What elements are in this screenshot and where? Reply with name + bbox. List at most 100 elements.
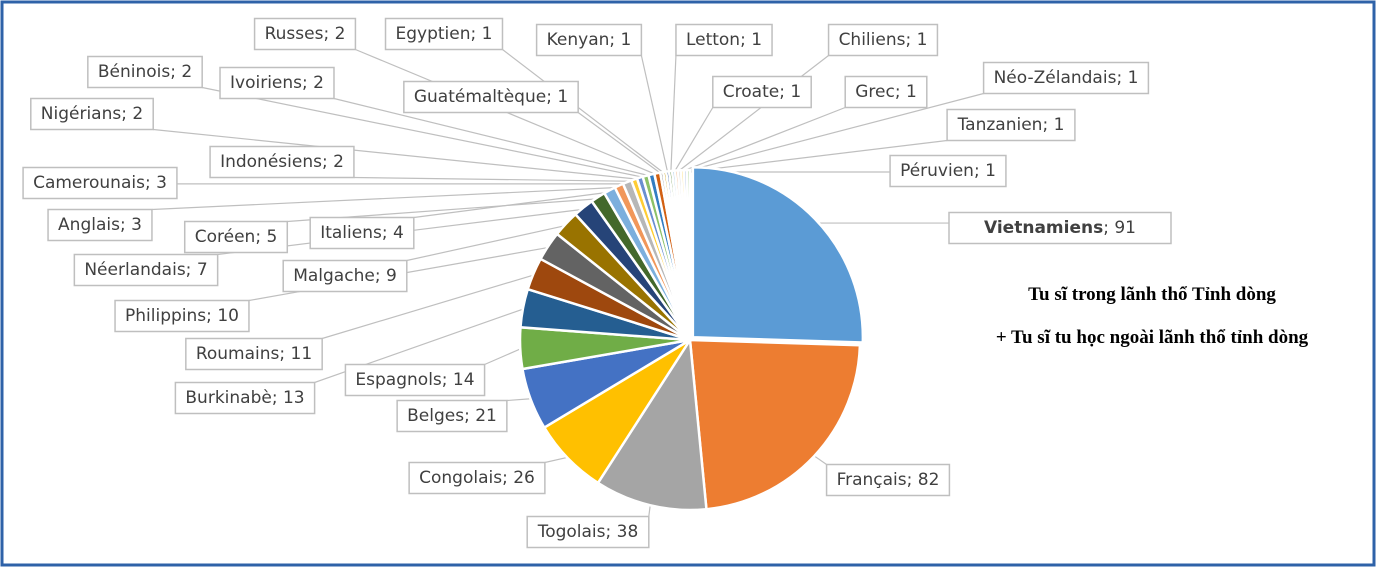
label-separator: ; — [145, 173, 156, 193]
data-label: Egyptien; 1 — [396, 24, 493, 44]
label-value: 5 — [266, 227, 277, 247]
data-label: Espagnols; 14 — [355, 370, 474, 390]
label-category: Congolais — [419, 468, 502, 488]
label-value: 1 — [482, 24, 493, 44]
leader-line — [640, 55, 669, 174]
label-separator: ; — [120, 215, 131, 235]
label-box — [946, 108, 1076, 142]
label-separator: ; — [272, 388, 283, 408]
data-label: Croate; 1 — [723, 82, 801, 102]
data-label: Letton; 1 — [686, 30, 762, 50]
label-separator: ; — [206, 306, 217, 326]
label-box — [384, 17, 504, 51]
data-label: Camerounais; 3 — [33, 173, 167, 193]
leader-line — [506, 398, 533, 402]
data-label: Burkinabè; 13 — [185, 388, 304, 408]
label-box — [712, 75, 812, 109]
label-category: Vietnamiens — [984, 218, 1103, 238]
label-box — [526, 515, 650, 549]
label-separator: ; — [740, 30, 751, 50]
label-box — [219, 66, 335, 100]
leader-line — [153, 128, 641, 181]
leader-line — [151, 186, 620, 211]
data-label: Néo-Zélandais; 1 — [994, 68, 1139, 88]
label-box — [282, 259, 408, 293]
label-value: 1 — [985, 161, 996, 181]
pie-slice — [596, 336, 708, 512]
label-separator: ; — [375, 266, 386, 286]
label-value: 3 — [131, 215, 142, 235]
label-box — [344, 363, 486, 397]
leader-line — [406, 224, 568, 262]
label-category: Nigérians — [41, 104, 122, 124]
label-box — [114, 299, 250, 333]
label-value: 1 — [1128, 68, 1139, 88]
label-value: 26 — [513, 468, 535, 488]
label-value: 10 — [217, 306, 239, 326]
label-category: Belges — [407, 406, 464, 426]
label-value: 38 — [617, 522, 639, 542]
label-box — [844, 75, 928, 109]
label-separator: ; — [1042, 115, 1053, 135]
label-separator: ; — [895, 82, 906, 102]
label-box — [30, 97, 154, 131]
label-value: 2 — [132, 104, 143, 124]
data-label: Russes; 2 — [265, 24, 346, 44]
label-box — [675, 23, 773, 57]
label-box — [185, 337, 323, 371]
label-box — [535, 23, 643, 57]
leader-line — [353, 176, 635, 182]
label-box — [253, 17, 357, 51]
leader-line — [333, 97, 653, 177]
data-label: Nigérians; 2 — [41, 104, 143, 124]
label-box — [982, 61, 1150, 95]
label-category: Néerlandais — [84, 260, 185, 280]
label-separator: ; — [382, 223, 393, 243]
label-category: Letton — [686, 30, 740, 50]
label-value: 1 — [557, 87, 568, 107]
label-separator: ; — [442, 370, 453, 390]
label-category: Béninois — [98, 62, 171, 82]
label-value: 21 — [475, 406, 497, 426]
data-label: Français; 82 — [837, 470, 940, 490]
data-label: Ivoiriens; 2 — [230, 73, 324, 93]
label-value: 11 — [291, 344, 313, 364]
leader-line — [321, 273, 536, 340]
label-separator: ; — [121, 104, 132, 124]
data-label: Belges; 21 — [407, 406, 497, 426]
label-category: Croate — [723, 82, 779, 102]
label-category: Espagnols — [355, 370, 441, 390]
label-category: Français — [837, 470, 907, 490]
label-separator: ; — [905, 30, 916, 50]
data-label: Péruvien; 1 — [900, 161, 996, 181]
label-separator: ; — [279, 344, 290, 364]
label-value: 1 — [906, 82, 917, 102]
data-label: Philippins; 10 — [125, 306, 239, 326]
data-label: Italiens; 4 — [320, 223, 404, 243]
data-label: Malgache; 9 — [293, 266, 397, 286]
data-label: Vietnamiens; 91 — [984, 218, 1136, 238]
label-box — [408, 461, 546, 495]
label-value: 2 — [333, 152, 344, 172]
label-value: 9 — [386, 266, 397, 286]
label-category: Péruvien — [900, 161, 974, 181]
label-category: Anglais — [58, 215, 120, 235]
label-category: Italiens — [320, 223, 382, 243]
label-category: Ivoiriens — [230, 73, 302, 93]
label-value: 1 — [917, 30, 928, 50]
label-separator: ; — [471, 24, 482, 44]
label-category: Russes — [265, 24, 324, 44]
label-category: Camerounais — [33, 173, 145, 193]
data-label: Coréen; 5 — [195, 227, 278, 247]
label-category: Indonésiens — [220, 152, 322, 172]
label-box — [403, 80, 579, 114]
data-label: Congolais; 26 — [419, 468, 535, 488]
label-separator: ; — [186, 260, 197, 280]
label-value: 91 — [1114, 218, 1136, 238]
label-box — [47, 208, 153, 242]
data-label: Tanzanien; 1 — [957, 115, 1065, 135]
label-separator: ; — [606, 522, 617, 542]
label-category: Egyptien — [396, 24, 471, 44]
label-value: 2 — [335, 24, 346, 44]
